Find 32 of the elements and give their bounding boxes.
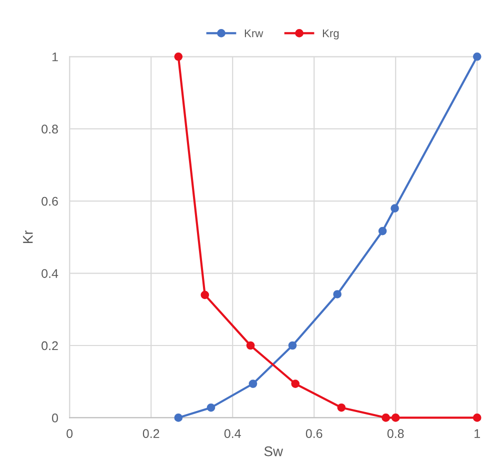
x-tick-label: 0 <box>66 429 73 438</box>
point <box>248 380 258 388</box>
y-tick-label: 0.4 <box>42 269 58 278</box>
point <box>174 52 183 61</box>
point <box>333 290 342 298</box>
y-tick-label: 0 <box>52 414 58 422</box>
legend-label: Krg <box>322 29 339 40</box>
y-tick-label: 0.2 <box>42 341 58 350</box>
x-tick-label: 0.2 <box>142 429 160 438</box>
point <box>391 414 400 422</box>
point <box>472 414 482 422</box>
legend-label: Krw <box>244 29 264 38</box>
point <box>390 204 399 212</box>
y-axis-title: Kr <box>23 230 33 243</box>
x-tick-label: 0.4 <box>224 429 241 438</box>
point <box>246 341 255 350</box>
point <box>337 403 346 412</box>
point <box>291 380 300 388</box>
point <box>382 414 390 422</box>
y-tick-label: 1 <box>52 52 58 62</box>
x-axis-title: Sw <box>264 446 284 456</box>
y-tick-label: 0.6 <box>42 196 58 206</box>
x-tick-label: 0.8 <box>387 429 404 438</box>
x-tick-label: 1 <box>474 429 480 438</box>
x-tick-label: 0.6 <box>306 429 322 438</box>
point <box>472 52 482 61</box>
point <box>174 414 183 422</box>
point <box>200 290 210 300</box>
point <box>288 341 297 350</box>
y-tick-label: 0.8 <box>42 124 58 134</box>
point <box>206 403 216 412</box>
point <box>378 226 387 236</box>
